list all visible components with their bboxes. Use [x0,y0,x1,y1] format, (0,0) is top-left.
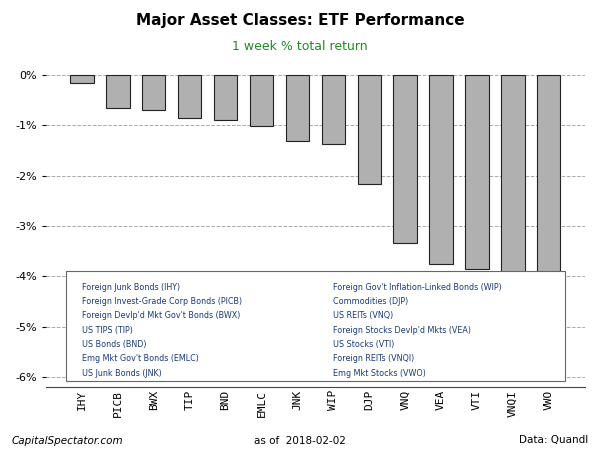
Bar [66,271,565,381]
Text: Emg Mkt Stocks (VWO): Emg Mkt Stocks (VWO) [334,369,426,378]
Text: Major Asset Classes: ETF Performance: Major Asset Classes: ETF Performance [136,14,464,28]
Text: Foreign Devlp'd Mkt Gov't Bonds (BWX): Foreign Devlp'd Mkt Gov't Bonds (BWX) [82,311,241,320]
Text: Commodities (DJP): Commodities (DJP) [334,297,409,306]
Bar [214,75,237,121]
Text: Data: Quandl: Data: Quandl [519,436,588,446]
Bar [250,75,273,126]
Text: Emg Mkt Gov't Bonds (EMLC): Emg Mkt Gov't Bonds (EMLC) [82,354,199,363]
Text: Foreign Gov't Inflation-Linked Bonds (WIP): Foreign Gov't Inflation-Linked Bonds (WI… [334,283,502,292]
Text: US Junk Bonds (JNK): US Junk Bonds (JNK) [82,369,162,378]
Bar [106,75,130,108]
Text: Foreign Junk Bonds (IHY): Foreign Junk Bonds (IHY) [82,283,180,292]
Text: US Bonds (BND): US Bonds (BND) [82,340,146,349]
Bar [358,75,381,184]
Bar [501,75,524,272]
Bar [178,75,202,118]
Bar [466,75,488,269]
Text: Foreign Invest-Grade Corp Bonds (PICB): Foreign Invest-Grade Corp Bonds (PICB) [82,297,242,306]
Bar [70,75,94,83]
Text: US REITs (VNQ): US REITs (VNQ) [334,311,394,320]
Bar [142,75,166,110]
Text: US TIPS (TIP): US TIPS (TIP) [82,325,133,334]
Bar [286,75,309,140]
Text: 1 week % total return: 1 week % total return [232,40,368,54]
Text: as of  2018-02-02: as of 2018-02-02 [254,436,346,446]
Bar [322,75,345,144]
Text: US Stocks (VTI): US Stocks (VTI) [334,340,395,349]
Text: Foreign Stocks Devlp'd Mkts (VEA): Foreign Stocks Devlp'd Mkts (VEA) [334,325,472,334]
Text: CapitalSpectator.com: CapitalSpectator.com [12,436,124,446]
Bar [394,75,417,243]
Text: Foreign REITs (VNQI): Foreign REITs (VNQI) [334,354,415,363]
Bar [537,75,560,344]
Bar [430,75,453,264]
